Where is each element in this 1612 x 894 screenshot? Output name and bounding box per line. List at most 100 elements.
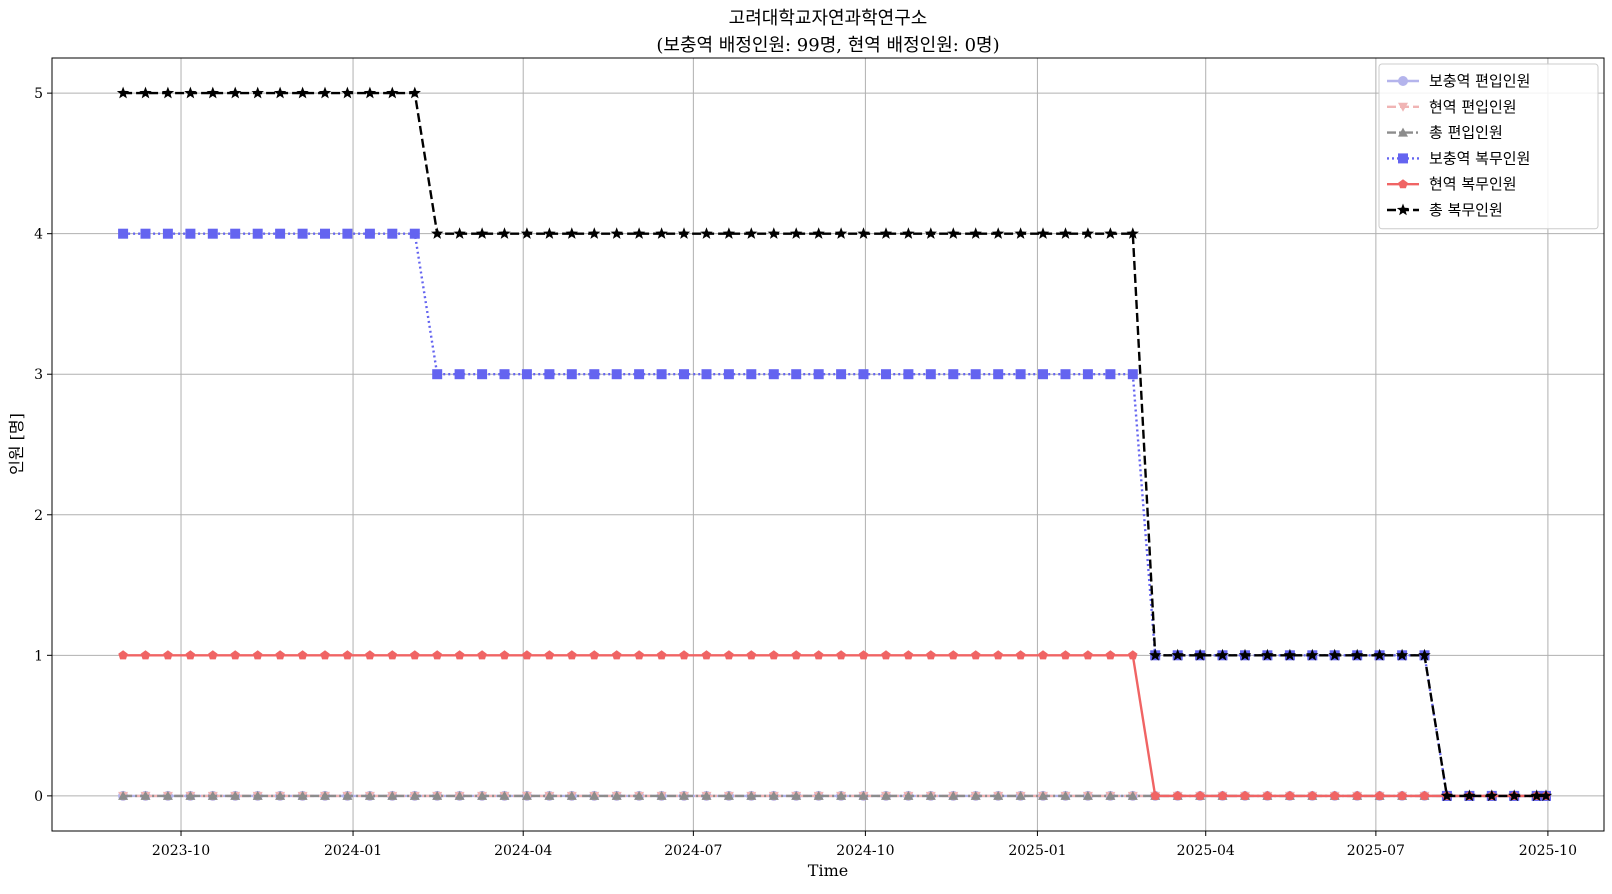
data-point (544, 790, 555, 800)
data-point (185, 228, 196, 239)
data-point (1330, 790, 1340, 800)
data-point (1082, 790, 1093, 800)
data-point (544, 650, 555, 660)
data-point (903, 650, 914, 660)
data-point (812, 227, 825, 239)
data-point (1352, 790, 1362, 800)
data-point (432, 650, 442, 660)
data-point (184, 86, 197, 99)
legend-item: 보충역 복무인원 (1387, 149, 1530, 167)
data-point (723, 369, 734, 380)
data-point (1149, 648, 1162, 661)
data-point (1306, 648, 1319, 661)
data-point (1104, 227, 1117, 239)
data-point (1126, 227, 1139, 239)
data-point (454, 650, 465, 660)
data-point (993, 369, 1004, 380)
legend-marker (1398, 102, 1408, 112)
legend-marker (1398, 179, 1408, 189)
data-point (858, 790, 869, 800)
data-point (341, 86, 354, 99)
data-point (746, 650, 757, 660)
data-point (566, 790, 577, 800)
data-point (207, 228, 218, 239)
data-point (768, 369, 779, 380)
data-point (565, 227, 578, 239)
data-point (1014, 227, 1027, 239)
data-point (925, 790, 936, 800)
data-point (409, 228, 420, 239)
data-point (230, 790, 241, 800)
legend-label: 보충역 편입인원 (1429, 72, 1530, 90)
data-point (924, 227, 937, 239)
x-tick-label: 2025-10 (1519, 843, 1577, 859)
data-point (679, 790, 689, 800)
data-point (1374, 790, 1385, 800)
data-point (1283, 648, 1296, 661)
data-point (677, 227, 691, 239)
grid-lines (52, 58, 1604, 831)
data-point (185, 790, 196, 800)
data-point (163, 650, 173, 660)
y-axis-label: 인원 [명] (7, 413, 26, 475)
x-tick-label: 2024-01 (324, 843, 382, 859)
data-point (409, 790, 420, 800)
data-point (386, 86, 399, 99)
data-point (813, 790, 824, 800)
data-point (1081, 227, 1095, 239)
data-point (589, 369, 600, 380)
data-point (275, 650, 285, 660)
data-point (768, 790, 779, 800)
data-point (252, 650, 263, 660)
data-point (1195, 790, 1205, 800)
data-point (634, 650, 644, 660)
data-point (408, 86, 421, 99)
data-point (297, 650, 308, 660)
data-point (1530, 789, 1543, 802)
data-point (320, 790, 330, 800)
legend-marker (1396, 203, 1410, 216)
data-point (1328, 648, 1341, 661)
data-point (230, 650, 240, 660)
data-point (318, 86, 332, 99)
data-point (902, 227, 915, 239)
data-point (342, 228, 353, 239)
data-point (118, 228, 129, 239)
data-point (993, 650, 1003, 660)
data-point (364, 228, 375, 239)
legend-item: 총 편입인원 (1387, 124, 1503, 142)
data-point (857, 227, 870, 239)
data-point (342, 790, 353, 800)
data-point (722, 227, 736, 239)
data-point (767, 227, 780, 239)
legend-item: 총 복무인원 (1387, 201, 1503, 219)
data-point (1539, 789, 1553, 802)
x-tick-label: 2025-07 (1347, 843, 1405, 859)
data-point (1060, 369, 1071, 380)
x-axis-label: Time (808, 861, 848, 880)
x-tick-label: 2024-04 (494, 843, 552, 859)
data-point (700, 227, 713, 239)
data-point (1015, 790, 1026, 800)
data-point (588, 227, 601, 239)
data-point (1485, 789, 1498, 802)
data-point (1216, 648, 1229, 661)
series-layer (116, 86, 1553, 802)
data-point (656, 650, 667, 660)
data-point (410, 650, 420, 660)
data-point (364, 790, 375, 800)
data-point (477, 369, 488, 380)
data-point (858, 369, 869, 380)
data-point (252, 228, 263, 239)
legend-item: 보충역 편입인원 (1387, 72, 1530, 90)
data-point (1217, 790, 1228, 800)
x-tick-label: 2024-10 (836, 843, 894, 859)
y-tick-label: 4 (34, 227, 43, 243)
legend-marker (1398, 153, 1408, 164)
data-point (1463, 789, 1476, 802)
data-point (903, 369, 914, 380)
data-point (701, 790, 712, 800)
legend-item: 현역 편입인원 (1387, 98, 1517, 116)
data-point (297, 228, 308, 239)
data-point (834, 227, 848, 239)
